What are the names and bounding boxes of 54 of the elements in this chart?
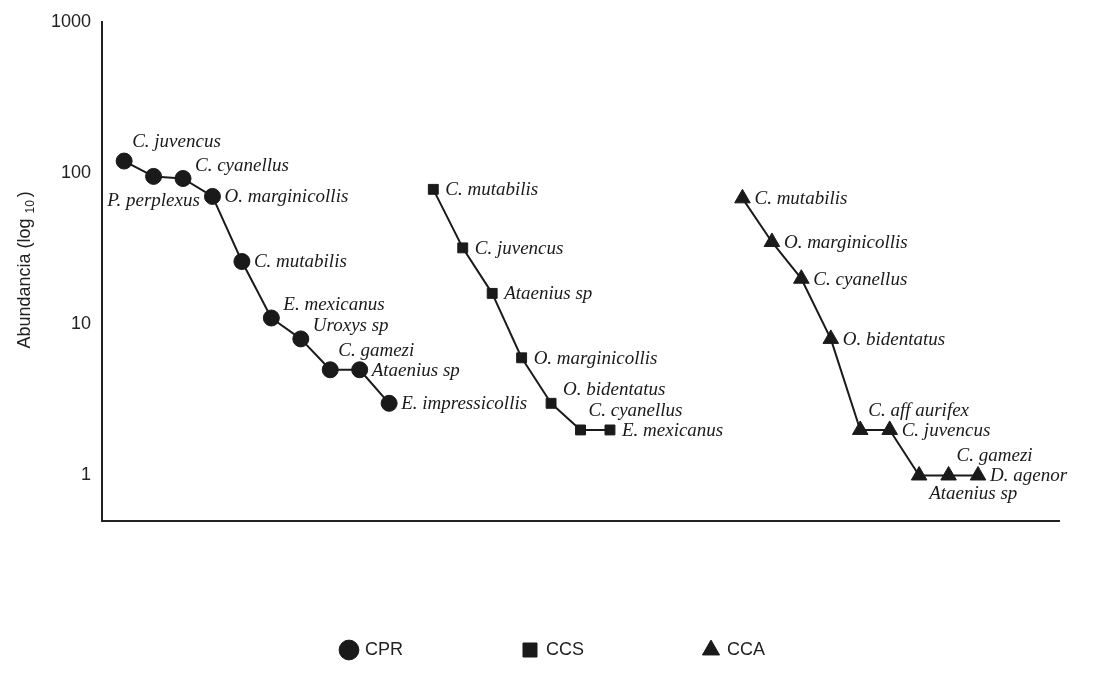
point bbox=[851, 420, 869, 435]
legend-label: CCS bbox=[546, 638, 585, 659]
point bbox=[262, 309, 280, 327]
legend-label: CCA bbox=[727, 638, 766, 659]
data-label: C. cyanellus bbox=[195, 153, 289, 175]
point bbox=[145, 167, 163, 185]
data-label: C. cyanellus bbox=[813, 267, 908, 289]
point bbox=[115, 152, 133, 170]
point bbox=[486, 287, 498, 299]
data-label: C. mutabilis bbox=[754, 187, 848, 209]
point bbox=[174, 170, 192, 187]
point bbox=[351, 361, 369, 379]
point bbox=[427, 183, 439, 195]
point bbox=[822, 329, 840, 344]
data-label: P. perplexus bbox=[106, 189, 200, 211]
data-label: O. bidentatus bbox=[563, 378, 666, 400]
point bbox=[604, 424, 616, 436]
y-tick-label: 10 bbox=[71, 313, 92, 334]
data-label: O. marginicollis bbox=[533, 346, 658, 368]
point bbox=[203, 187, 221, 205]
legend-label: CPR bbox=[364, 638, 404, 659]
y-tick-label: 1000 bbox=[51, 10, 92, 31]
point bbox=[233, 253, 251, 270]
data-label: C. mutabilis bbox=[445, 178, 539, 200]
point bbox=[575, 424, 586, 436]
point bbox=[545, 397, 557, 409]
y-axis-title: Abundancia (log 10) bbox=[14, 191, 37, 349]
y-tick-label: 100 bbox=[61, 161, 92, 182]
data-label: C. juvencus bbox=[132, 130, 221, 152]
point bbox=[940, 465, 957, 481]
data-label: C. gamezi bbox=[338, 338, 415, 360]
data-label: C. aff aurifex bbox=[868, 398, 970, 420]
data-label: Ataenius sp bbox=[369, 358, 460, 380]
data-label: E. mexicanus bbox=[282, 292, 385, 314]
data-label: C. cyanellus bbox=[588, 398, 683, 420]
data-label: C. gamezi bbox=[956, 444, 1033, 466]
data-label: O. bidentatus bbox=[842, 327, 946, 349]
point bbox=[457, 242, 469, 254]
data-label: C. juvencus bbox=[474, 236, 564, 258]
data-label: O. marginicollis bbox=[224, 185, 349, 207]
y-tick-label: 1 bbox=[81, 464, 92, 485]
point bbox=[910, 465, 928, 481]
point bbox=[292, 330, 310, 348]
point bbox=[969, 465, 987, 481]
data-label: E. impressicollis bbox=[400, 392, 528, 414]
point bbox=[793, 269, 810, 284]
point bbox=[321, 361, 339, 379]
data-label: C. mutabilis bbox=[253, 250, 347, 272]
point bbox=[516, 352, 528, 364]
point bbox=[380, 394, 398, 412]
data-label: Ataenius sp bbox=[502, 282, 593, 304]
point bbox=[881, 420, 898, 435]
data-label: O. marginicollis bbox=[783, 230, 908, 252]
data-label: Uroxys sp bbox=[312, 313, 389, 335]
